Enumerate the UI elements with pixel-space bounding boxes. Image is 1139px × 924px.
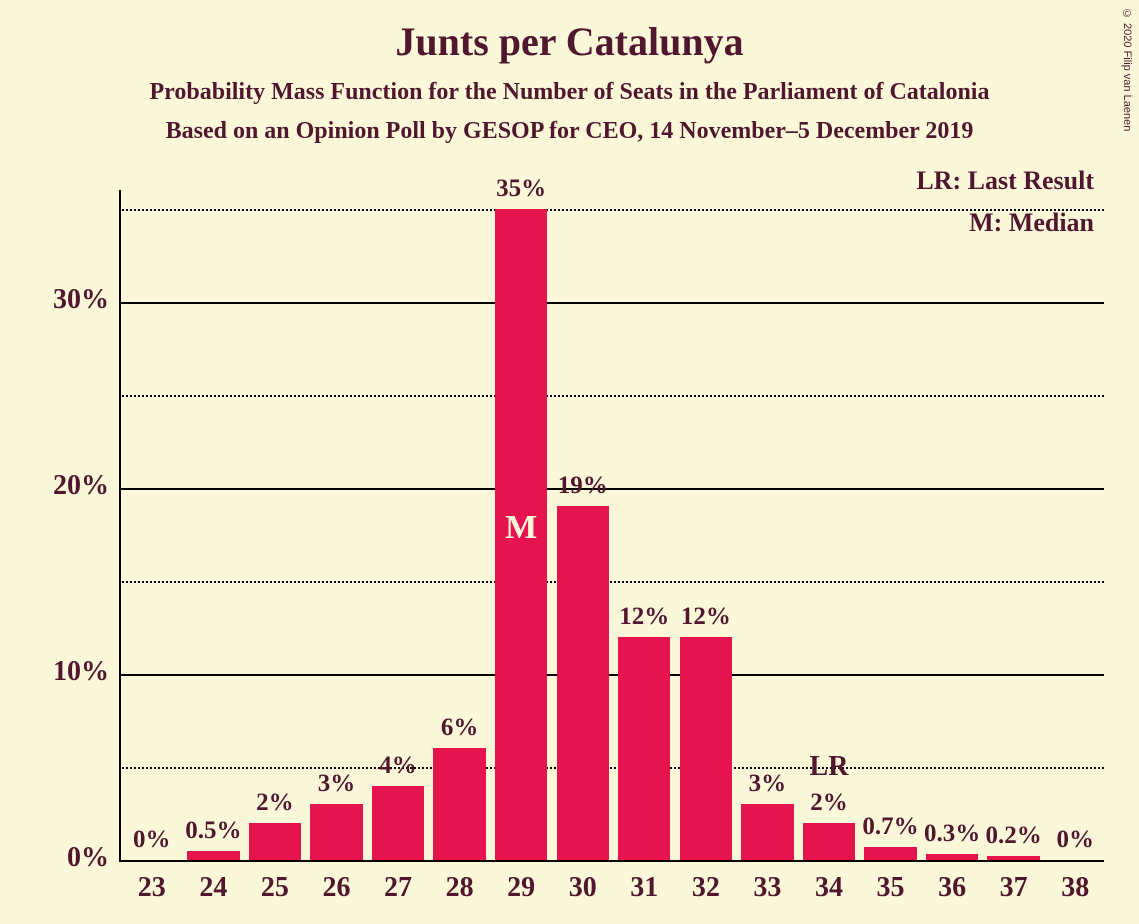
x-tick-label: 24 xyxy=(183,872,245,904)
bar xyxy=(926,854,978,860)
y-tick-label: 20% xyxy=(29,470,109,502)
x-tick-label: 23 xyxy=(121,872,183,904)
bar-value-label: 0% xyxy=(1039,826,1111,854)
x-tick-label: 34 xyxy=(798,872,860,904)
x-tick-label: 31 xyxy=(614,872,676,904)
median-marker: M xyxy=(490,509,552,547)
x-tick-label: 37 xyxy=(983,872,1045,904)
y-axis xyxy=(119,190,121,860)
bar xyxy=(680,637,732,860)
y-tick-label: 10% xyxy=(29,656,109,688)
bar xyxy=(187,851,239,860)
y-tick-label: 0% xyxy=(29,842,109,874)
legend-lr: LR: Last Result xyxy=(916,166,1094,196)
x-tick-label: 29 xyxy=(490,872,552,904)
bar-value-label: 4% xyxy=(362,752,434,780)
bar xyxy=(557,506,609,860)
grid-line-major xyxy=(119,860,1104,862)
bar xyxy=(803,823,855,860)
bar xyxy=(249,823,301,860)
bar-value-label: 12% xyxy=(670,603,742,631)
chart-subtitle-1: Probability Mass Function for the Number… xyxy=(0,65,1139,106)
chart-title: Junts per Catalunya xyxy=(0,0,1139,65)
bar xyxy=(310,804,362,860)
x-tick-label: 38 xyxy=(1044,872,1106,904)
grid-line-minor xyxy=(119,395,1104,397)
bar xyxy=(987,856,1039,860)
x-tick-label: 25 xyxy=(244,872,306,904)
bar-value-label: 35% xyxy=(485,175,557,203)
x-tick-label: 26 xyxy=(306,872,368,904)
grid-line-minor xyxy=(119,767,1104,769)
grid-line-minor xyxy=(119,209,1104,211)
x-tick-label: 30 xyxy=(552,872,614,904)
bar-value-label: 0.5% xyxy=(178,817,250,845)
x-tick-label: 36 xyxy=(921,872,983,904)
x-tick-label: 28 xyxy=(429,872,491,904)
x-tick-label: 32 xyxy=(675,872,737,904)
grid-line-major xyxy=(119,302,1104,304)
chart-plot-area: 0%0.5%2%3%4%6%35%19%12%12%3%2%0.7%0.3%0.… xyxy=(119,190,1104,860)
y-tick-label: 30% xyxy=(29,284,109,316)
bar-value-label: 6% xyxy=(424,714,496,742)
x-tick-label: 35 xyxy=(860,872,922,904)
legend-m: M: Median xyxy=(969,208,1094,238)
grid-line-minor xyxy=(119,581,1104,583)
bar xyxy=(741,804,793,860)
chart-subtitle-2: Based on an Opinion Poll by GESOP for CE… xyxy=(0,106,1139,145)
bar-value-label: 19% xyxy=(547,472,619,500)
x-tick-label: 27 xyxy=(367,872,429,904)
copyright-text: © 2020 Filip van Laenen xyxy=(1121,8,1133,131)
bar xyxy=(372,786,424,860)
bar xyxy=(864,847,916,860)
bar xyxy=(433,748,485,860)
grid-line-major xyxy=(119,674,1104,676)
bar xyxy=(618,637,670,860)
x-tick-label: 33 xyxy=(737,872,799,904)
last-result-marker: LR xyxy=(793,751,865,783)
